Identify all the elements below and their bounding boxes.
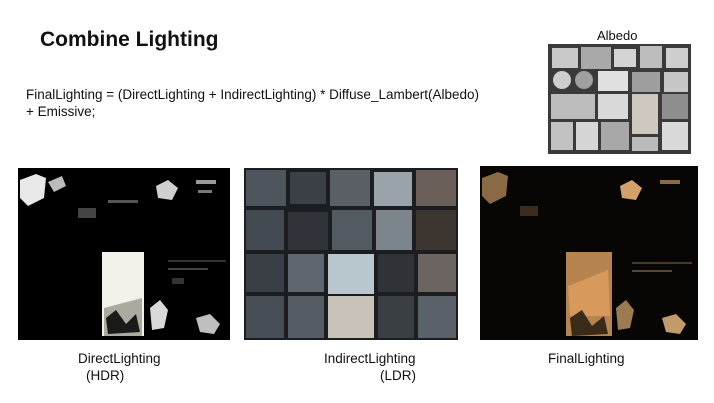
direct-lighting-thumbnail	[18, 168, 230, 340]
albedo-thumbnail	[548, 44, 691, 154]
final-lighting-thumbnail	[480, 166, 698, 340]
final-lighting-name: FinalLighting	[548, 351, 625, 366]
direct-lighting-range: (HDR)	[86, 368, 125, 383]
lighting-formula: FinalLighting = (DirectLighting + Indire…	[26, 86, 506, 120]
final-lighting-caption: FinalLighting	[548, 350, 625, 367]
indirect-lighting-thumbnail	[244, 168, 458, 340]
indirect-lighting-name: IndirectLighting	[324, 351, 416, 366]
formula-line-1: FinalLighting = (DirectLighting + Indire…	[26, 87, 480, 102]
direct-lighting-image	[18, 168, 230, 340]
albedo-label: Albedo	[597, 28, 638, 43]
slide-title: Combine Lighting	[40, 28, 219, 51]
direct-lighting-caption: DirectLighting (HDR)	[78, 350, 161, 384]
albedo-texture-image	[548, 44, 691, 154]
direct-lighting-name: DirectLighting	[78, 351, 161, 366]
indirect-lighting-caption: IndirectLighting (LDR)	[324, 350, 416, 384]
formula-line-2: + Emissive;	[26, 104, 96, 119]
indirect-lighting-image	[244, 168, 458, 340]
final-lighting-image	[480, 166, 698, 340]
indirect-lighting-range: (LDR)	[380, 368, 416, 383]
